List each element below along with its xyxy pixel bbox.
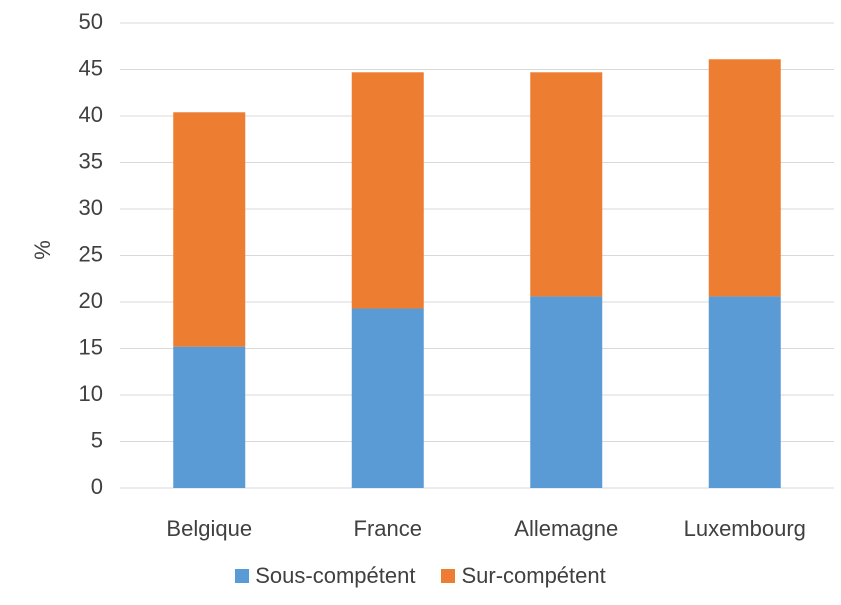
legend-item-sous-competent: Sous-compétent [235, 563, 415, 589]
x-axis-ticks: Belgique France Allemagne Luxembourg [166, 516, 805, 541]
x-tick-label: France [354, 516, 422, 541]
bars [173, 59, 781, 488]
bar-sous-competent-france [351, 308, 424, 488]
bar-sous-competent-belgique [173, 346, 246, 488]
x-tick-label: Belgique [166, 516, 252, 541]
legend-swatch [235, 569, 250, 583]
y-tick-label: 50 [79, 9, 103, 34]
y-tick-label: 5 [91, 427, 103, 452]
bar-sur-competent-belgique [173, 112, 246, 347]
y-axis-title: % [30, 240, 55, 260]
legend-label: Sur-compétent [461, 563, 606, 588]
y-tick-label: 35 [79, 148, 103, 173]
bar-sous-competent-luxembourg [708, 296, 781, 488]
x-tick-label: Allemagne [514, 516, 618, 541]
bar-sur-competent-allemagne [530, 72, 603, 297]
y-tick-label: 25 [79, 241, 103, 266]
y-tick-label: 45 [79, 55, 103, 80]
y-tick-label: 20 [79, 288, 103, 313]
x-tick-label: Luxembourg [684, 516, 806, 541]
bar-sous-competent-allemagne [530, 296, 603, 488]
y-tick-label: 15 [79, 334, 103, 359]
y-tick-label: 30 [79, 195, 103, 220]
bar-sur-competent-france [351, 72, 424, 309]
legend: Sous-compétent Sur-compétent [0, 563, 841, 589]
legend-item-sur-competent: Sur-compétent [441, 563, 606, 589]
legend-swatch [441, 569, 456, 583]
chart: 0 5 10 15 20 25 30 35 40 45 50 Belgique France Allem… [30, 9, 834, 541]
bar-sur-competent-luxembourg [708, 59, 781, 297]
y-tick-label: 0 [91, 474, 103, 499]
y-tick-label: 10 [79, 381, 103, 406]
y-tick-label: 40 [79, 102, 103, 127]
legend-label: Sous-compétent [255, 563, 416, 588]
y-axis-ticks: 0 5 10 15 20 25 30 35 40 45 50 [79, 9, 103, 499]
